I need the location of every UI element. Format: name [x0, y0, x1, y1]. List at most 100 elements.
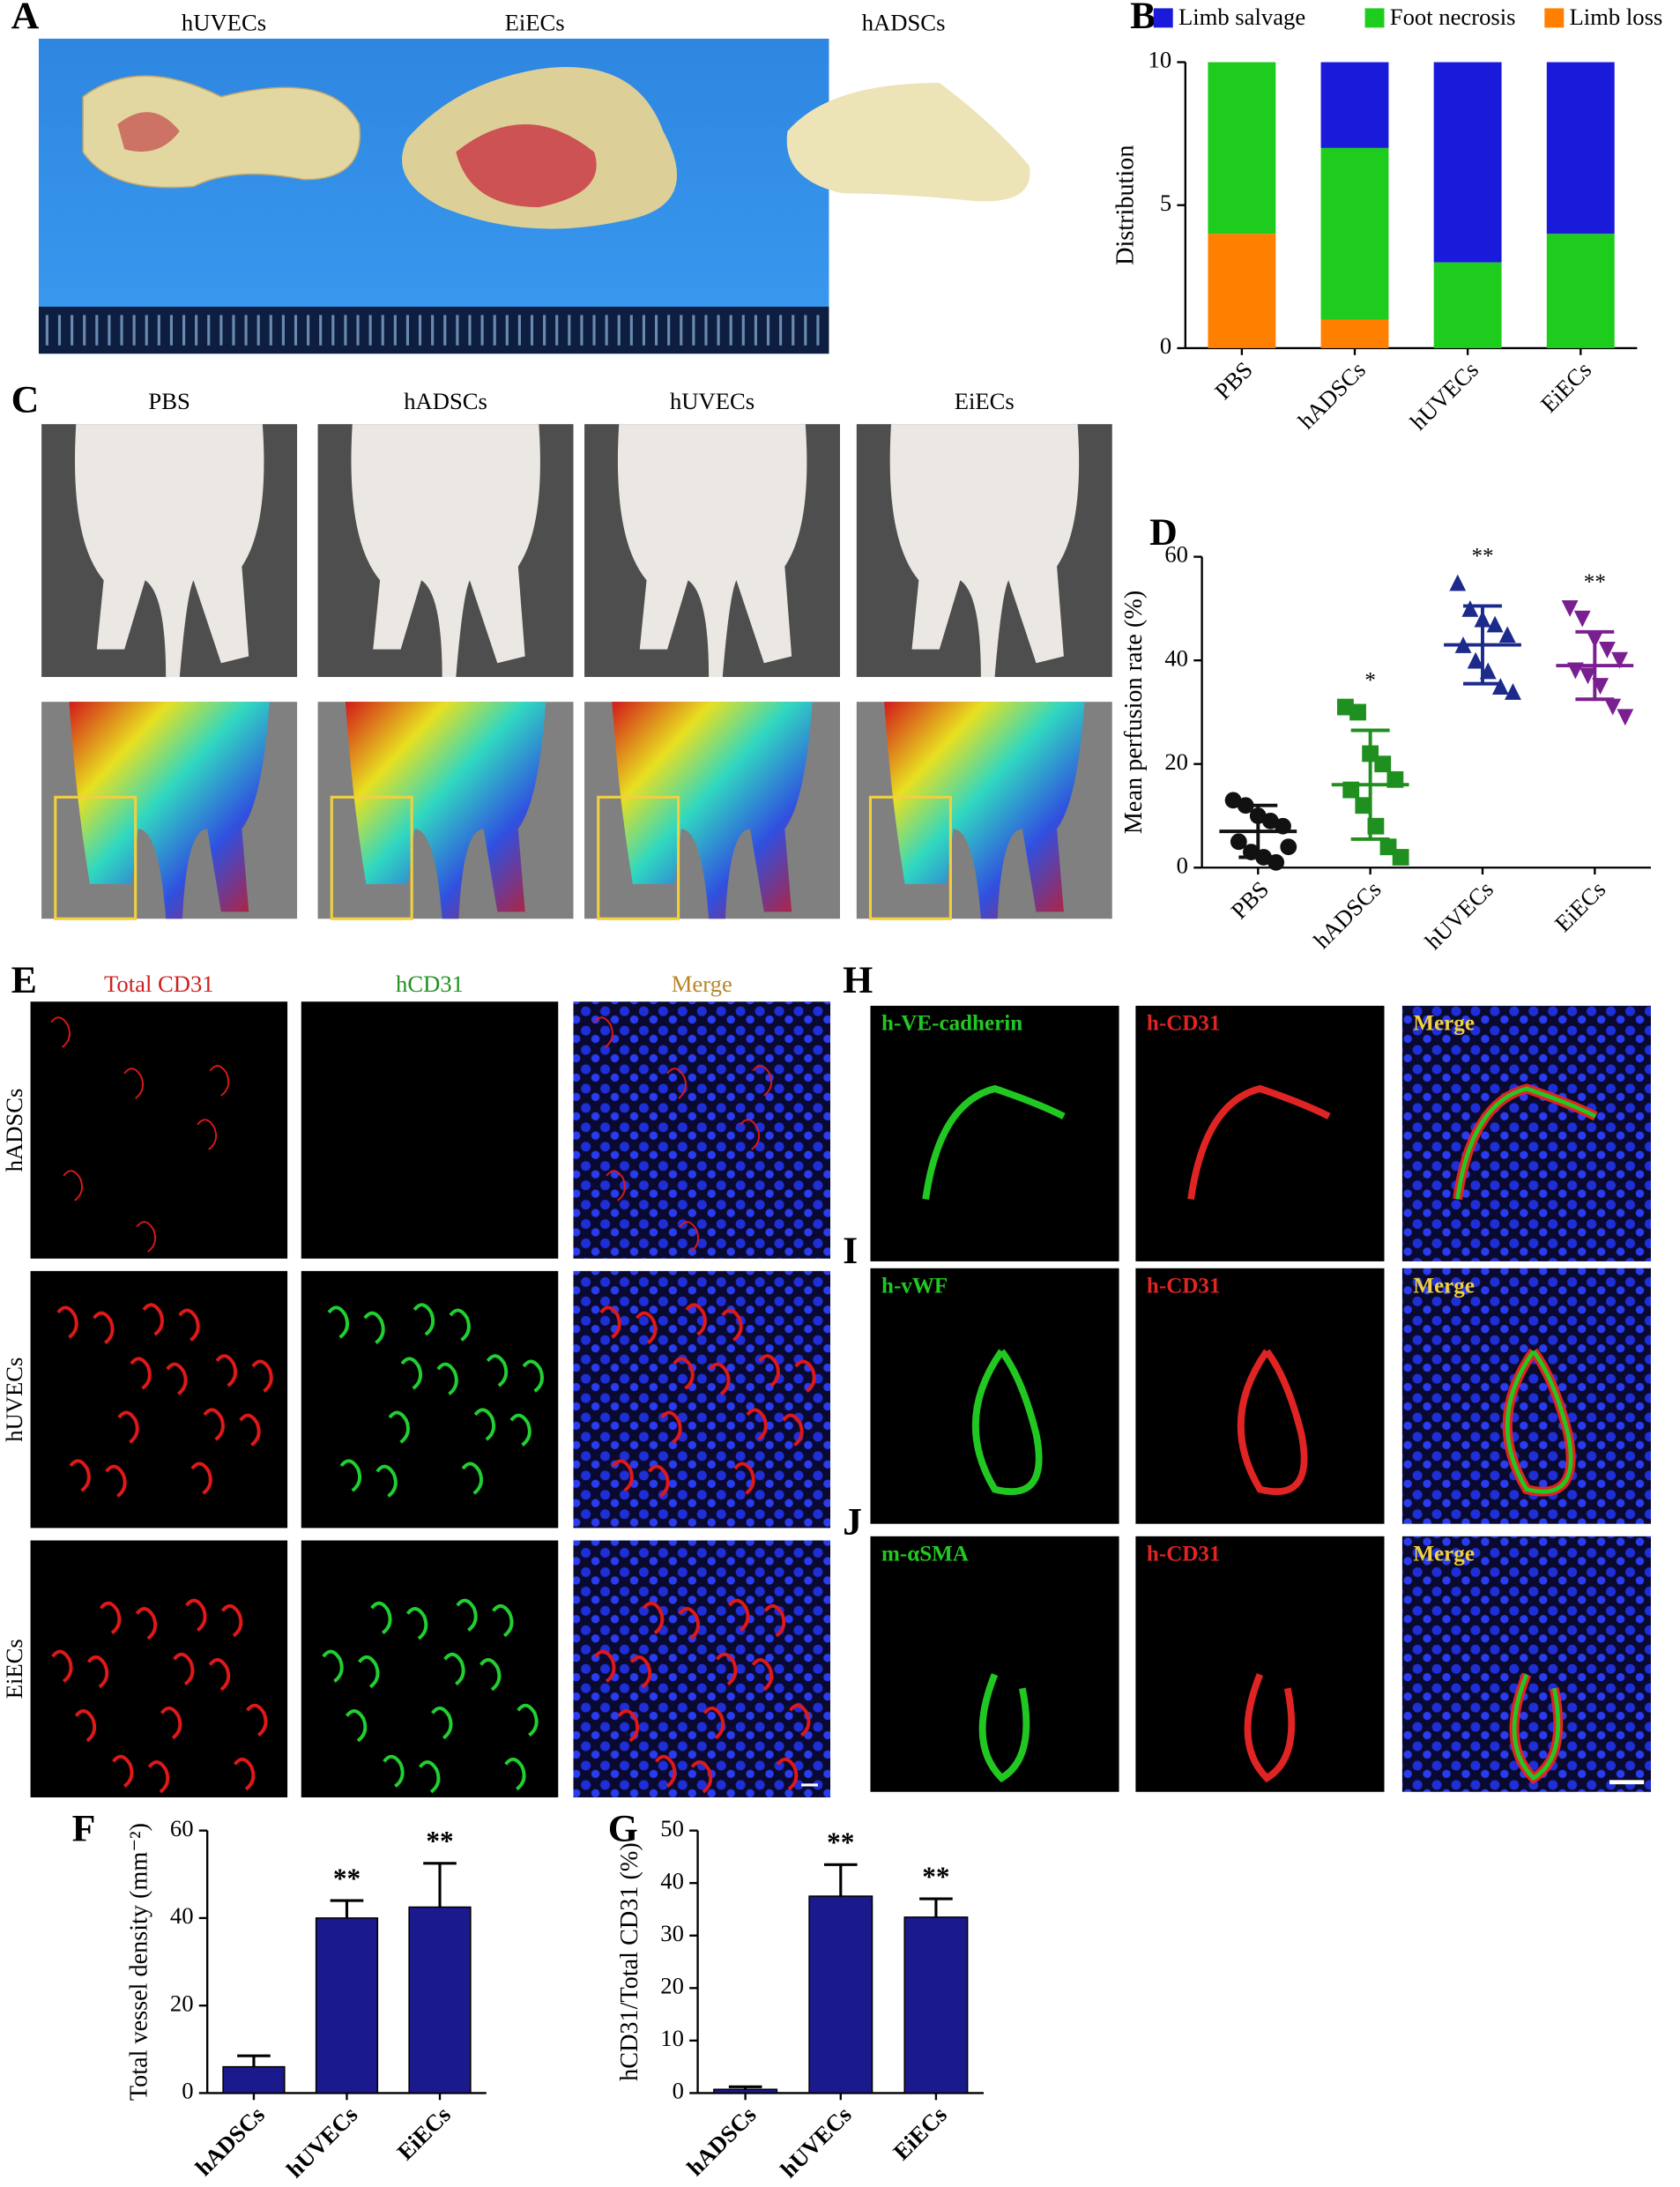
data-point: [1611, 651, 1628, 669]
error-bar: [823, 1863, 858, 1897]
bar: [408, 1906, 472, 2094]
vessel-signal: [431, 1706, 453, 1740]
vessel-signal: [436, 1362, 458, 1395]
panel-letter: A: [11, 0, 40, 37]
micrograph: [870, 1005, 1119, 1261]
bar-segment: [1546, 234, 1615, 348]
vessel-signal: [239, 1413, 261, 1447]
legend-swatch: [1544, 8, 1565, 28]
panel-letter: I: [843, 1230, 858, 1272]
data-point: [1561, 599, 1579, 617]
vessel-signal: [517, 1703, 539, 1737]
vessel-signal: [763, 1604, 786, 1638]
vessel-signal: [715, 1652, 738, 1686]
vessel-signal: [63, 1170, 83, 1201]
vessel-signal: [117, 1410, 139, 1444]
data-point: [1349, 703, 1366, 721]
sd-bar: [1575, 629, 1615, 702]
vessel-signal: [678, 1607, 701, 1640]
roi-box: [597, 795, 680, 920]
bar: [713, 2088, 778, 2094]
stain-label: m-αSMA: [881, 1543, 969, 1566]
vessel-signal: [636, 1311, 658, 1344]
roi-box: [868, 795, 952, 920]
column-label: PBS: [148, 388, 190, 414]
vessel-signal: [358, 1655, 380, 1689]
bar-segment: [1320, 62, 1389, 148]
data-point: [1461, 599, 1479, 617]
thermal-body: [345, 702, 546, 919]
vessel-signal: [142, 1303, 164, 1336]
vessel-signal: [509, 1413, 532, 1447]
vessel-signal: [74, 1709, 97, 1743]
tissue: [82, 75, 361, 189]
vessel-signal: [972, 1349, 1043, 1496]
error-bar: [237, 2054, 271, 2067]
error-bar: [728, 2085, 762, 2090]
vessel-signal: [782, 1413, 804, 1447]
y-axis-label: Distribution: [1111, 145, 1139, 265]
x-tick-label: hUVECs: [1405, 356, 1483, 435]
vessel-signal: [418, 1760, 441, 1794]
vessel-signal: [1455, 1086, 1597, 1200]
y-axis-label: hCD31/Total CD31 (%): [616, 1842, 643, 2081]
column-label: hADSCs: [404, 388, 487, 414]
error-bar: [423, 1862, 457, 1908]
y-tick-label: 0: [182, 2078, 193, 2104]
legend-label: Limb salvage: [1178, 4, 1305, 30]
vessel-signal: [322, 1649, 344, 1683]
y-tick-label: 40: [660, 1867, 684, 1893]
mouse-body: [74, 424, 264, 677]
thermal-body: [884, 702, 1085, 919]
vessel-signal: [746, 1408, 768, 1441]
tissue: [786, 83, 1030, 202]
data-point: [1355, 797, 1372, 815]
vessel-signal: [654, 1754, 677, 1789]
significance-label: *: [1364, 669, 1376, 693]
vessel-signal: [99, 1601, 122, 1635]
y-tick-label: 5: [1160, 190, 1171, 216]
panel-letter: C: [11, 379, 40, 421]
vessel-signal: [363, 1311, 385, 1344]
bar-segment: [1546, 62, 1615, 234]
vessel-signal: [220, 1604, 243, 1638]
micrograph: [301, 1001, 559, 1259]
bar-segment: [1433, 262, 1502, 348]
bar: [315, 1917, 379, 2094]
vessel-signal: [190, 1462, 212, 1495]
panel-letter: F: [72, 1807, 96, 1849]
y-tick-label: 50: [660, 1815, 684, 1841]
vessel-signal: [375, 1464, 398, 1498]
bar: [222, 2065, 286, 2094]
roi-box: [330, 795, 413, 920]
error-bar: [919, 1897, 953, 1917]
data-point: [1392, 849, 1409, 866]
vessel-signal: [105, 1464, 127, 1498]
sd-bar: [1238, 803, 1278, 859]
vessel-signal: [345, 1709, 368, 1743]
vessel-signal: [197, 1119, 218, 1150]
vessel-signal: [752, 1065, 773, 1097]
vessel-signal: [776, 1757, 799, 1791]
sd-bar: [1463, 604, 1502, 686]
vessel-signal: [413, 1303, 435, 1336]
x-tick-label: PBS: [1226, 876, 1275, 925]
row-label: hADSCs: [1, 1089, 27, 1172]
micrograph: [1135, 1005, 1385, 1261]
vessel-signal: [740, 1119, 760, 1150]
vessel-signal: [50, 1016, 71, 1048]
vessel-signal: [339, 1459, 362, 1492]
photo-label: hADSCs: [862, 9, 946, 35]
x-tick-label: hADSCs: [190, 2101, 270, 2181]
vessel-signal: [721, 1308, 743, 1342]
vessel-signal: [522, 1359, 544, 1393]
panel-letter: G: [608, 1807, 638, 1849]
y-tick-label: 10: [660, 2025, 684, 2051]
significance-label: **: [922, 1861, 949, 1892]
column-label: EiECs: [955, 388, 1015, 414]
vessel-signal: [1505, 1350, 1573, 1494]
vessel-signal: [758, 1354, 780, 1387]
vessel-signal: [594, 1649, 616, 1683]
vessel-signal: [922, 1084, 1066, 1200]
vessel-signal: [327, 1306, 349, 1339]
